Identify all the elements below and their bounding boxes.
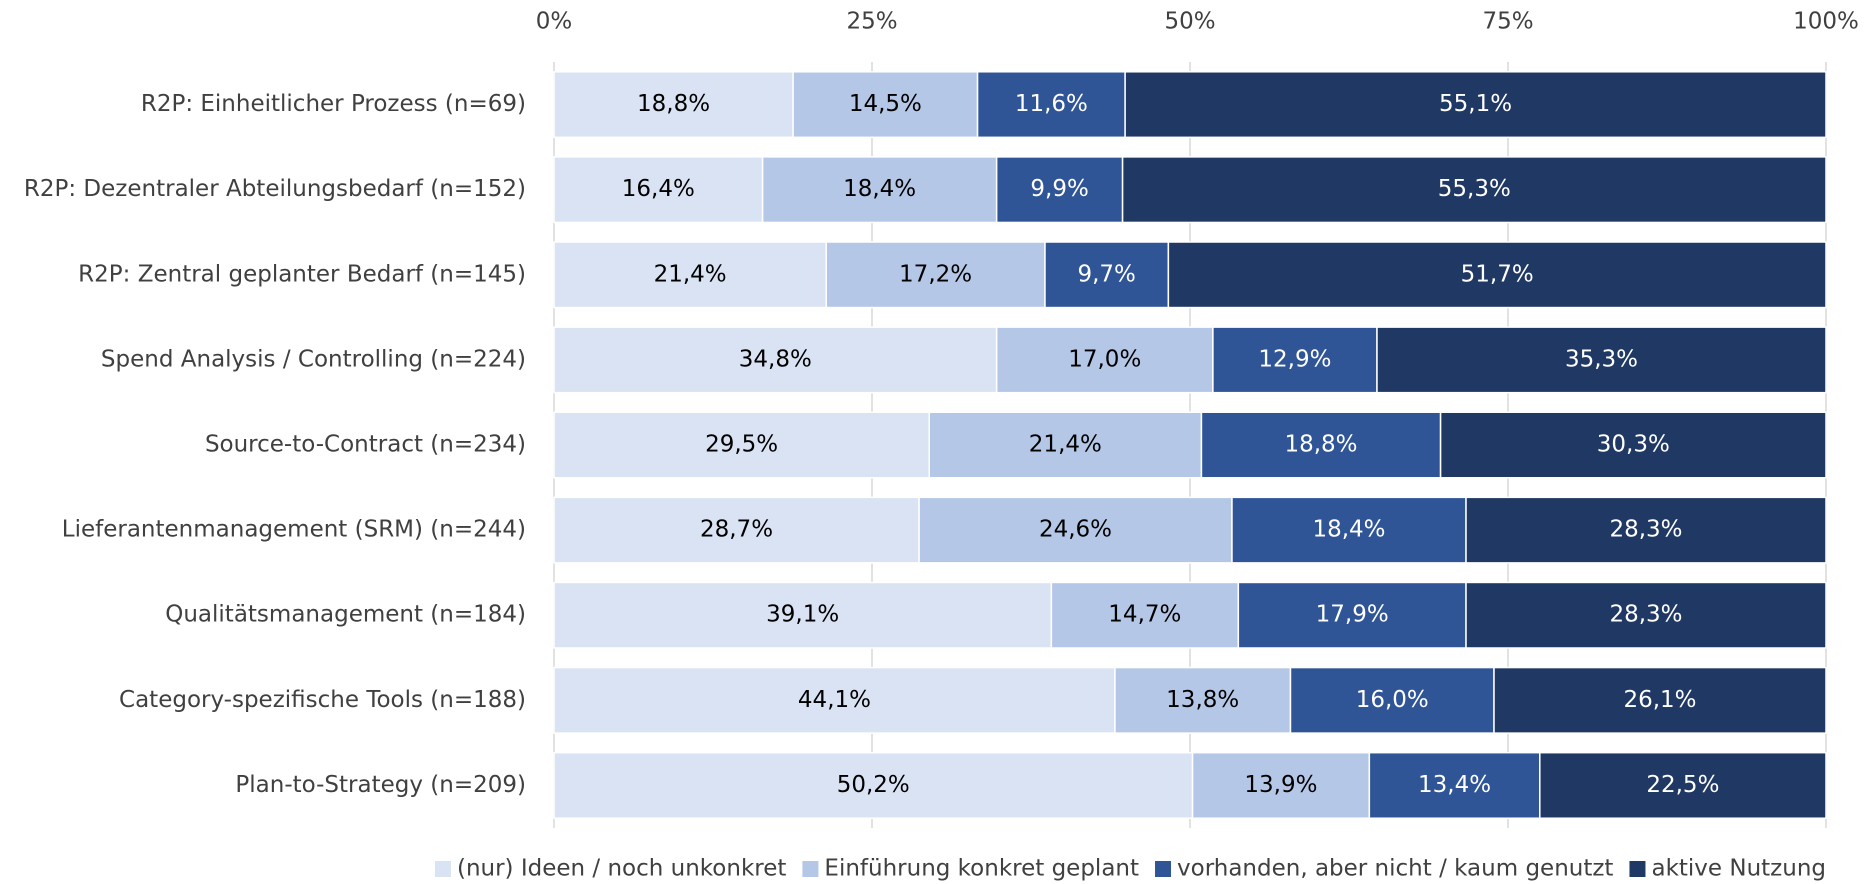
legend-label: (nur) Ideen / noch unkonkret xyxy=(457,856,786,882)
data-label: 18,4% xyxy=(843,176,916,202)
data-label: 13,8% xyxy=(1166,687,1239,713)
bar-segment xyxy=(1376,326,1827,394)
data-label: 14,7% xyxy=(1108,602,1181,628)
legend-swatch xyxy=(434,861,451,877)
bar-segment xyxy=(976,71,1126,139)
data-label: 11,6% xyxy=(1015,91,1088,117)
x-tick-label: 25% xyxy=(846,9,897,35)
bar-segment xyxy=(553,581,1053,649)
data-label: 18,4% xyxy=(1312,517,1385,543)
legend-swatch xyxy=(1629,861,1646,877)
data-label: 34,8% xyxy=(739,346,812,372)
bar-segment xyxy=(1465,581,1827,649)
x-tick-label: 0% xyxy=(536,9,573,35)
bar-segment xyxy=(1050,581,1240,649)
data-label: 21,4% xyxy=(1029,432,1102,458)
category-label: Lieferantenmanagement (SRM) (n=244) xyxy=(62,517,526,543)
data-label: 21,4% xyxy=(654,261,727,287)
bar-segment xyxy=(792,71,979,139)
bar-segment xyxy=(553,496,920,564)
data-label: 16,0% xyxy=(1356,687,1429,713)
category-label: Category-spezifische Tools (n=188) xyxy=(119,687,526,713)
bar-segment xyxy=(1539,751,1827,819)
data-label: 14,5% xyxy=(849,91,922,117)
bar-segment xyxy=(928,411,1203,479)
bar-segment xyxy=(1121,156,1827,224)
bar-segment xyxy=(1191,751,1371,819)
bar-segment xyxy=(761,156,998,224)
x-tick-label: 100% xyxy=(1793,9,1859,35)
bar-segment xyxy=(553,241,827,309)
bar-segment xyxy=(553,411,930,479)
bar-segment xyxy=(553,666,1116,734)
data-label: 18,8% xyxy=(637,91,710,117)
legend-swatch xyxy=(802,861,819,877)
data-label: 17,9% xyxy=(1316,602,1389,628)
data-label: 17,2% xyxy=(899,261,972,287)
category-label: Plan-to-Strategy (n=209) xyxy=(235,772,526,798)
bar-segment xyxy=(1212,326,1378,394)
bar-segment xyxy=(918,496,1233,564)
legend-label: Einführung konkret geplant xyxy=(824,856,1139,882)
data-label: 51,7% xyxy=(1461,261,1534,287)
data-label: 26,1% xyxy=(1623,687,1696,713)
category-label: R2P: Dezentraler Abteilungsbedarf (n=152… xyxy=(24,176,526,202)
bar-segment xyxy=(1167,241,1827,309)
bar-segment xyxy=(1493,666,1827,734)
category-label: Qualitätsmanagement (n=184) xyxy=(165,602,526,628)
bar-segment xyxy=(1200,411,1442,479)
bar-segment xyxy=(995,156,1124,224)
legend-label: aktive Nutzung xyxy=(1651,856,1826,882)
bar-segment xyxy=(1439,411,1827,479)
category-label: Spend Analysis / Controlling (n=224) xyxy=(101,346,526,372)
data-label: 24,6% xyxy=(1039,517,1112,543)
bar-segment xyxy=(553,156,764,224)
x-tick-label: 50% xyxy=(1164,9,1215,35)
data-label: 55,1% xyxy=(1439,91,1512,117)
data-label: 44,1% xyxy=(798,687,871,713)
data-label: 13,9% xyxy=(1244,772,1317,798)
data-label: 22,5% xyxy=(1646,772,1719,798)
bar-segment xyxy=(1465,496,1827,564)
data-label: 55,3% xyxy=(1438,176,1511,202)
x-tick-label: 75% xyxy=(1482,9,1533,35)
data-label: 39,1% xyxy=(766,602,839,628)
bar-segment xyxy=(1044,241,1170,309)
category-label: Source-to-Contract (n=234) xyxy=(205,432,526,458)
data-label: 35,3% xyxy=(1565,346,1638,372)
legend-label: vorhanden, aber nicht / kaum genutzt xyxy=(1177,856,1613,882)
data-label: 50,2% xyxy=(837,772,910,798)
data-label: 16,4% xyxy=(622,176,695,202)
data-label: 28,3% xyxy=(1609,602,1682,628)
category-label: R2P: Zentral geplanter Bedarf (n=145) xyxy=(78,261,526,287)
data-label: 18,8% xyxy=(1284,432,1357,458)
bar-segment xyxy=(1237,581,1467,649)
data-label: 28,7% xyxy=(700,517,773,543)
bar-segment xyxy=(1114,666,1292,734)
data-label: 29,5% xyxy=(705,432,778,458)
bar-segment xyxy=(553,326,998,394)
data-label: 9,9% xyxy=(1030,176,1088,202)
data-label: 17,0% xyxy=(1068,346,1141,372)
legend-swatch xyxy=(1155,861,1172,877)
data-label: 13,4% xyxy=(1418,772,1491,798)
data-label: 12,9% xyxy=(1258,346,1331,372)
data-label: 30,3% xyxy=(1597,432,1670,458)
bar-segment xyxy=(1124,71,1827,139)
bar-segment xyxy=(553,71,794,139)
bar-segment xyxy=(1231,496,1467,564)
category-label: R2P: Einheitlicher Prozess (n=69) xyxy=(141,91,526,117)
data-label: 28,3% xyxy=(1609,517,1682,543)
bar-segment xyxy=(1368,751,1541,819)
data-label: 9,7% xyxy=(1077,261,1135,287)
